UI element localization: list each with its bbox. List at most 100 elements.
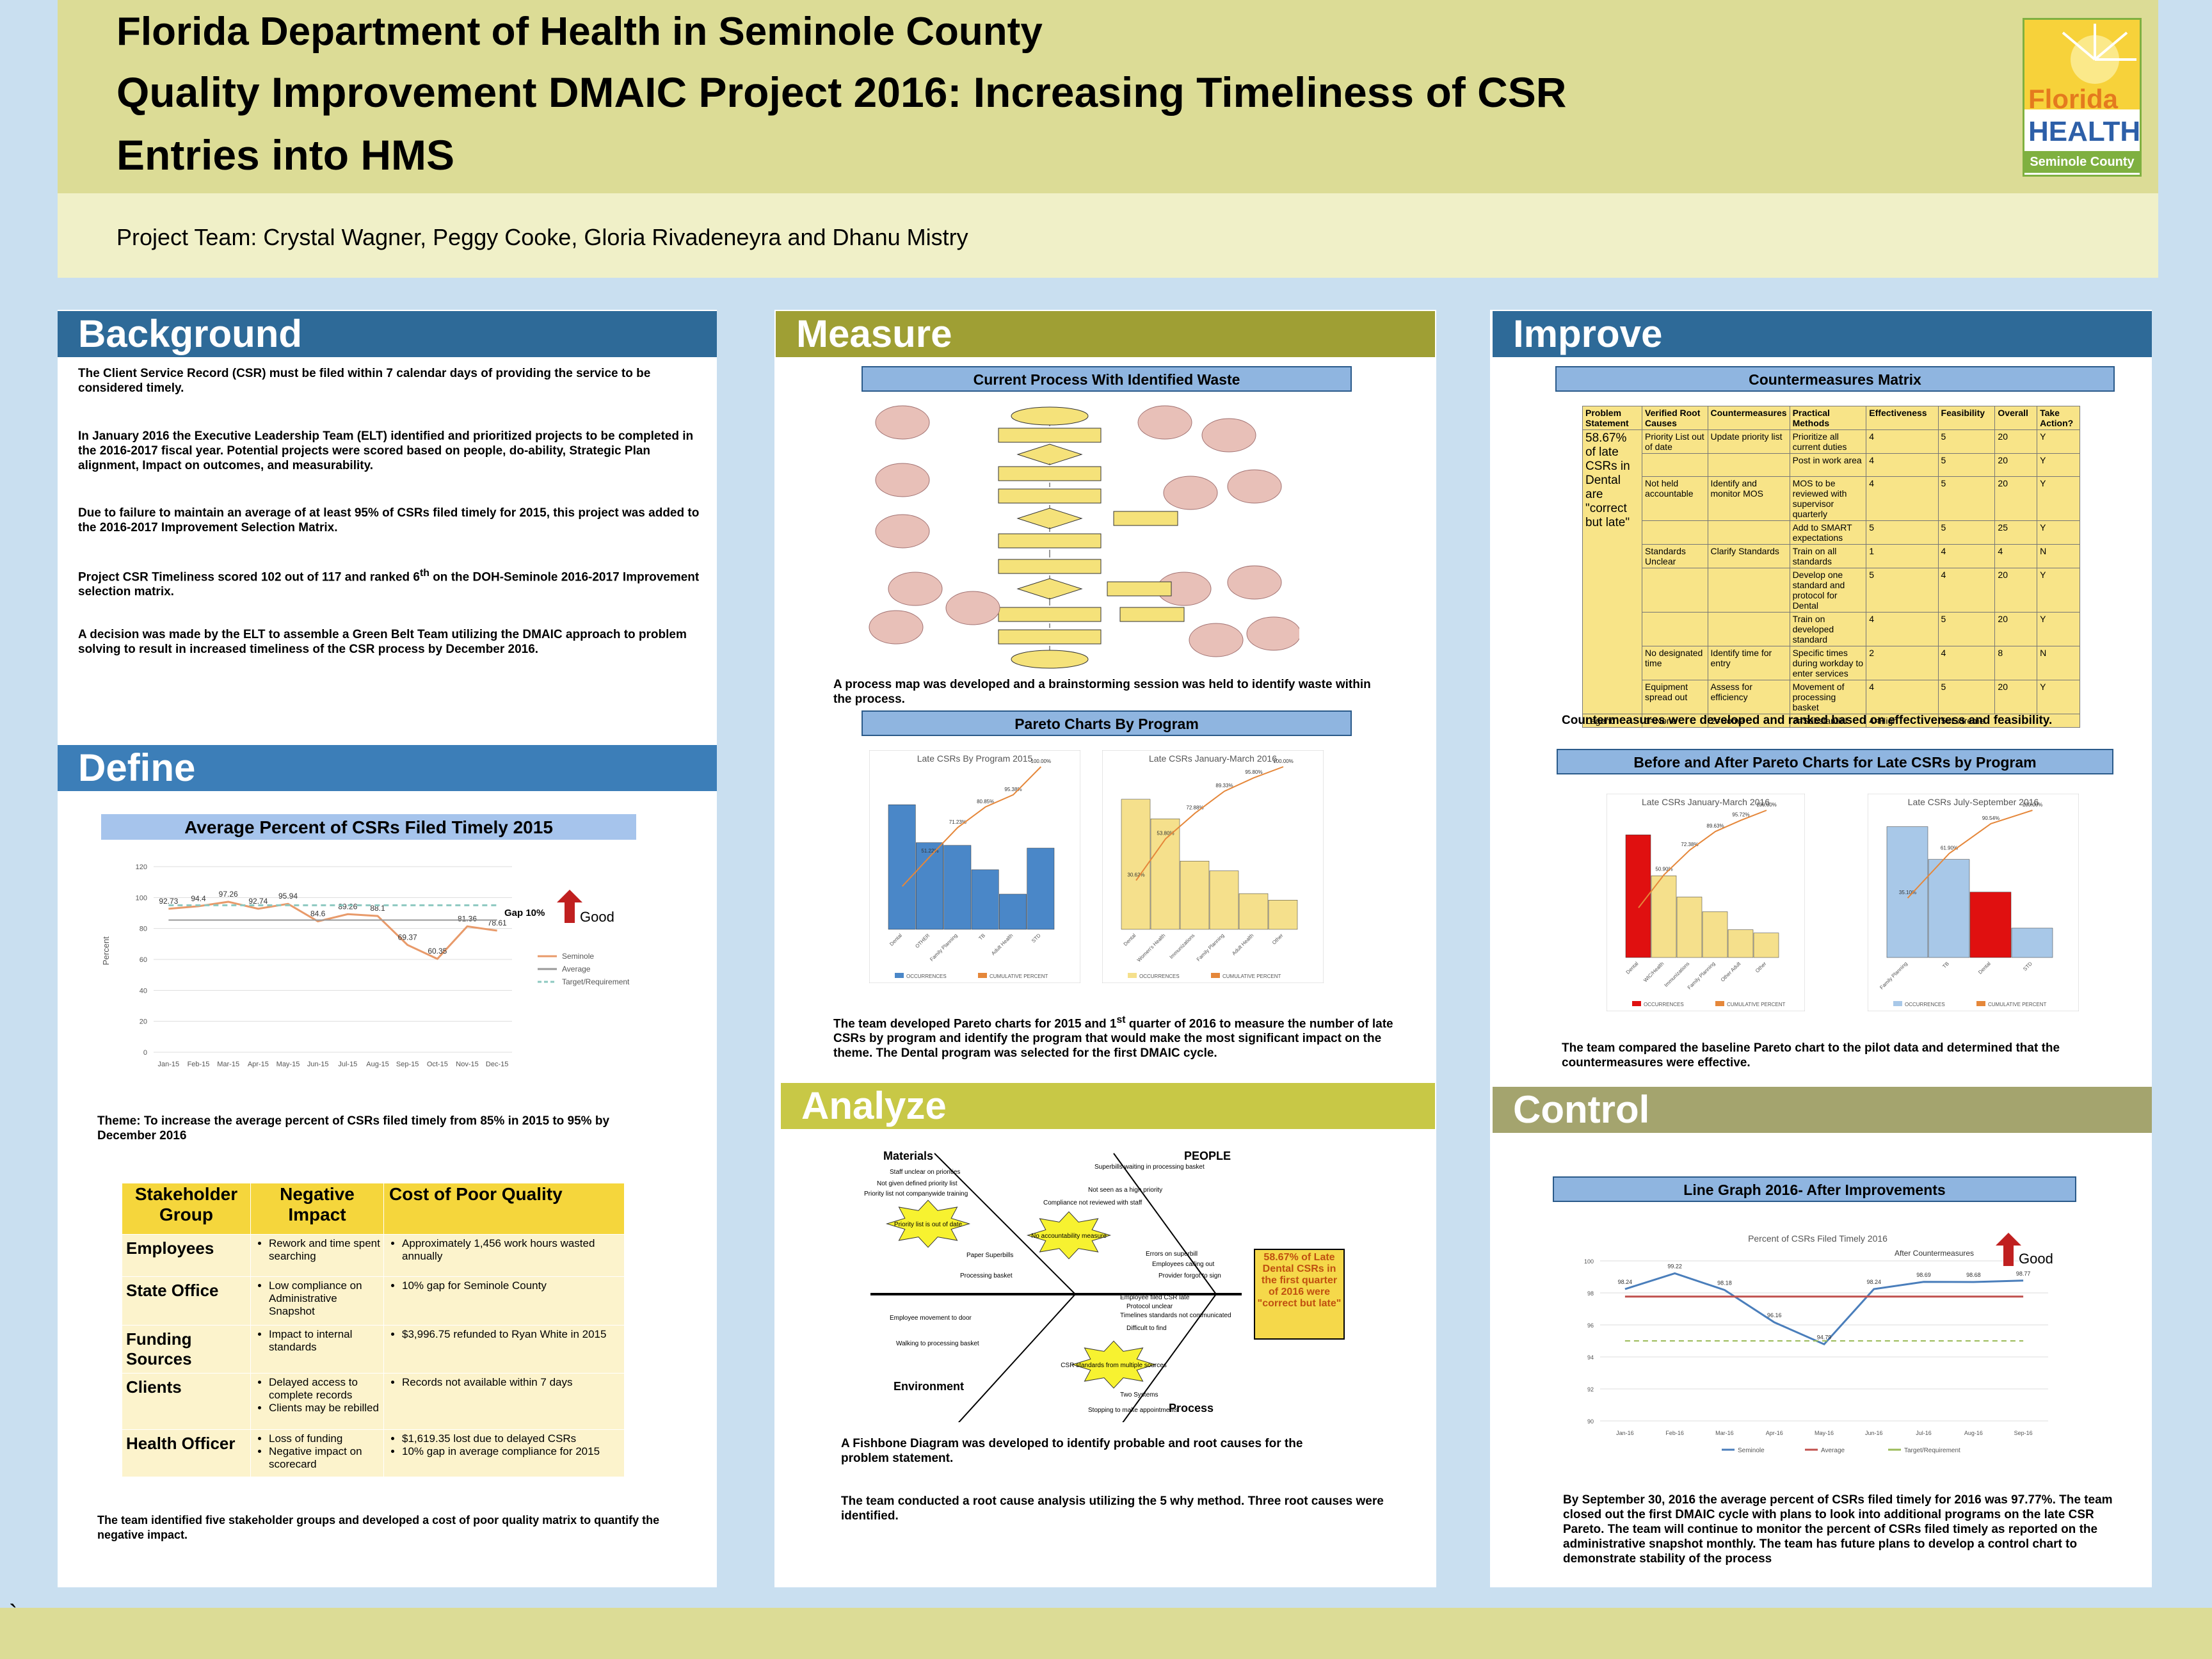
background-heading: Background (58, 311, 717, 357)
bar (1625, 835, 1651, 958)
legend-swatch (1893, 1001, 1902, 1006)
data-label: 98.24 (1867, 1279, 1882, 1285)
x-tick-label: Jan-15 (158, 1061, 180, 1068)
annotation: After Countermeasures (1895, 1249, 1974, 1258)
cm-eff: 5 (1866, 520, 1939, 545)
data-label: 98.69 (1916, 1272, 1931, 1278)
y-tick-label: 92 (1587, 1386, 1594, 1393)
stakeholder-group: Funding Sources (122, 1325, 251, 1374)
legend-label: Seminole (1738, 1447, 1765, 1454)
measure-box1: Current Process With Identified Waste (862, 366, 1352, 392)
logo-health: HEALTH (2028, 116, 2141, 147)
root-cause-burst (1026, 1211, 1112, 1260)
process-terminal (1011, 406, 1089, 426)
cumulative-label: 100.00% (1031, 758, 1052, 764)
cumulative-line (1135, 766, 1284, 881)
cm-action: Y (2037, 476, 2080, 521)
cm-eff: 1 (1866, 544, 1939, 568)
stakeholder-row: State Office Low compliance on Administra… (122, 1276, 625, 1326)
cause-label: Errors on superbill (1146, 1251, 1198, 1258)
cm-header: Verified Root Causes (1642, 406, 1708, 430)
line-chart-2015: 0 20 40 60 80 100 120 Jan-15 Feb-15 Mar-15 Apr-15 M… (101, 863, 630, 1068)
bar (999, 894, 1027, 930)
waste-cloud (875, 405, 930, 440)
stakeholder-impact-item: Low compliance on Administrative Snapsho… (269, 1279, 382, 1318)
stakeholder-group: Clients (122, 1373, 251, 1430)
cm-counter (1707, 612, 1790, 646)
x-tick-label: Oct-15 (427, 1061, 448, 1068)
data-label: 94.4 (191, 894, 206, 903)
cause-label: Superbills waiting in processing basket (1094, 1164, 1205, 1171)
process-step (998, 559, 1102, 574)
bar (916, 842, 943, 930)
cm-counter: Clarify Standards (1707, 544, 1790, 568)
good-label: Good (580, 909, 614, 925)
cm-legend: 4=High (1866, 714, 1939, 728)
data-label: 98.77 (2016, 1270, 2031, 1277)
analyze-text1: A Fishbone Diagram was developed to iden… (841, 1437, 1303, 1465)
legend-swatch (1128, 973, 1137, 978)
y-tick-label: 96 (1587, 1322, 1594, 1329)
y-tick-label: 120 (136, 863, 147, 871)
cumulative-label: 53.80% (1157, 831, 1174, 837)
improve-text1: Countermeasures were developed and ranke… (1562, 714, 2053, 727)
good-label-2016: Good (2019, 1251, 2053, 1267)
cumulative-label: 89.63% (1706, 823, 1724, 829)
cm-action: N (2037, 544, 2080, 568)
root-cause-label: No accountability measure (1031, 1233, 1107, 1240)
process-step (998, 428, 1102, 443)
countermeasures-matrix: Problem Statement Verified Root Causes Cou… (1582, 406, 2081, 728)
cm-overall: 20 (1994, 429, 2038, 454)
cumulative-label: 95.72% (1732, 812, 1749, 818)
florida-health-logo: Florida HEALTH Seminole County (2023, 18, 2142, 177)
cm-counter (1707, 520, 1790, 545)
cm-method: Train on developed standard (1789, 612, 1867, 646)
chart-title: Late CSRs By Program 2015 (917, 753, 1033, 764)
cumulative-label: 89.33% (1215, 783, 1233, 789)
x-tick-label: Aug-16 (1964, 1430, 1983, 1436)
stakeholder-group: Employees (122, 1234, 251, 1277)
cm-cause: No designated time (1642, 646, 1708, 680)
root-cause-label: Priority list is out of date (894, 1221, 963, 1228)
cm-header: Problem Statement (1582, 406, 1643, 430)
bar (971, 869, 999, 930)
bar (1268, 900, 1298, 930)
stakeholder-group: Health Officer (122, 1429, 251, 1477)
analyze-text2: The team conducted a root cause analysis… (841, 1495, 1384, 1523)
cause-label: Stopping to make appointments (1088, 1407, 1178, 1414)
category-environment: Environment (894, 1380, 964, 1393)
stakeholder-impact-item: Delayed access to complete records (269, 1376, 382, 1402)
bar (1676, 897, 1703, 958)
cm-legend: 2=Some (1707, 714, 1790, 728)
data-label: 96.16 (1767, 1312, 1782, 1318)
bar (1121, 799, 1151, 930)
cm-row: Post in work area 4 5 20 Y (1583, 453, 2080, 477)
data-label: 92.74 (248, 897, 268, 906)
x-tick-label: Apr-15 (248, 1061, 269, 1068)
bar (1886, 826, 1928, 958)
measure-box2: Pareto Charts By Program (862, 710, 1352, 736)
cm-action: Y (2037, 520, 2080, 545)
define-chart-title: Average Percent of CSRs Filed Timely 201… (101, 814, 636, 840)
cumulative-label: 51.22% (921, 848, 938, 854)
cause-label: Timelines standards not communicated (1120, 1312, 1231, 1319)
cause-label: Employees calling out (1152, 1261, 1214, 1268)
bar (1651, 875, 1677, 958)
legend-label: CUMULATIVE PERCENT (1988, 1002, 2047, 1007)
header-cost: Cost of Poor Quality (383, 1183, 625, 1235)
data-label: 92.73 (159, 897, 178, 906)
x-tick-label: Jan-16 (1616, 1430, 1634, 1436)
cumulative-label: 35.10% (1899, 890, 1916, 895)
x-tick-label: Mar-16 (1715, 1430, 1734, 1436)
stakeholder-cost: Approximately 1,456 work hours wasted an… (383, 1234, 625, 1277)
root-cause-label: CSR standards from multiple sources (1061, 1362, 1167, 1369)
cm-cause: Not held accountable (1642, 476, 1708, 521)
waste-cloud (1163, 476, 1218, 510)
cause-label: Priority list not companywide training (864, 1190, 968, 1198)
x-tick-label: Feb-15 (188, 1061, 210, 1068)
cm-counter: Identify and monitor MOS (1707, 476, 1790, 521)
control-heading: Control (1493, 1087, 2152, 1133)
x-tick-label: Jul-15 (338, 1061, 357, 1068)
bar (1727, 929, 1754, 958)
cm-feas: 5 (1937, 476, 1996, 521)
